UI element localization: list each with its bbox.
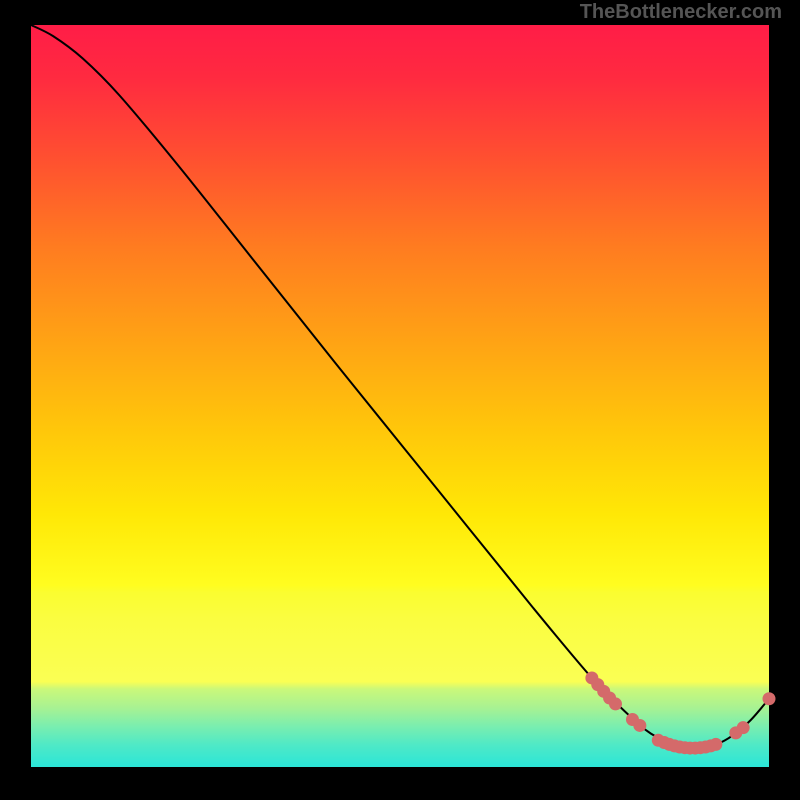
data-marker bbox=[709, 738, 722, 751]
bottleneck-curve-chart bbox=[0, 0, 800, 800]
chart-container: TheBottlenecker.com bbox=[0, 0, 800, 800]
data-marker bbox=[633, 719, 646, 732]
data-marker bbox=[763, 692, 776, 705]
data-marker bbox=[609, 697, 622, 710]
data-marker bbox=[737, 721, 750, 734]
plot-background bbox=[31, 25, 769, 767]
